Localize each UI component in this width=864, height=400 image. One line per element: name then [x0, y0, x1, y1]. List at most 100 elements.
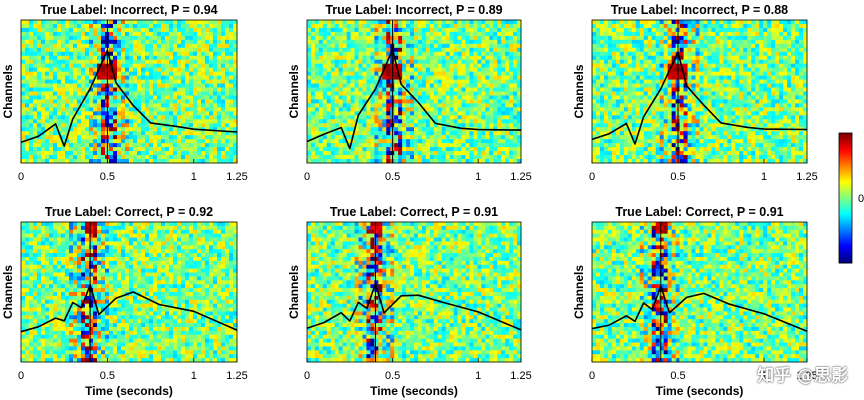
- heatmap-cell: [45, 135, 50, 140]
- heatmap-cell: [338, 151, 344, 156]
- heatmap-cell: [233, 123, 238, 128]
- heatmap-cell: [501, 71, 506, 77]
- heatmap-cell: [449, 135, 455, 140]
- heatmap-cell: [161, 43, 166, 49]
- heatmap-cell: [699, 43, 704, 49]
- heatmap-cell: [354, 159, 359, 164]
- heatmap-cell: [169, 59, 174, 65]
- heatmap-cell: [449, 55, 455, 61]
- heatmap-cell: [129, 23, 134, 29]
- heatmap-cell: [221, 135, 226, 140]
- heatmap-cell: [477, 103, 482, 108]
- heatmap-cell: [429, 127, 435, 132]
- heatmap-cell: [185, 151, 190, 156]
- heatmap-cell: [21, 23, 26, 29]
- heatmap-cell: [209, 103, 214, 108]
- heatmap-cell: [330, 20, 336, 25]
- heatmap-cell: [425, 91, 431, 96]
- heatmap-cell: [791, 47, 796, 53]
- heatmap-cell: [489, 115, 494, 120]
- heatmap-cell: [233, 27, 238, 33]
- heatmap-cell: [77, 95, 82, 100]
- heatmap-cell: [619, 20, 625, 25]
- heatmap-cell: [651, 23, 657, 29]
- heatmap-cell: [378, 59, 383, 65]
- heatmap-cell: [334, 111, 340, 116]
- heatmap-cell: [165, 127, 170, 132]
- heatmap-cell: [161, 63, 166, 69]
- heatmap-cell: [425, 51, 431, 57]
- heatmap-cell: [655, 95, 661, 100]
- heatmap-cell: [382, 127, 387, 132]
- heatmap-cell: [173, 95, 178, 100]
- heatmap-cell: [627, 95, 633, 100]
- heatmap-cell: [394, 23, 399, 29]
- heatmap-cell: [635, 20, 641, 25]
- heatmap-cell: [193, 35, 198, 41]
- heatmap-cell: [473, 155, 478, 160]
- heatmap-cell: [37, 91, 42, 96]
- heatmap-cell: [121, 35, 126, 41]
- heatmap-cell: [213, 143, 218, 148]
- heatmap-cell: [437, 87, 443, 92]
- heatmap-cell: [481, 63, 486, 69]
- heatmap-cell: [330, 103, 336, 108]
- heatmap-cell: [181, 75, 186, 80]
- heatmap-cell: [157, 151, 162, 156]
- heatmap-cell: [89, 31, 94, 37]
- heatmap-cell: [505, 71, 510, 77]
- heatmap-cell: [233, 103, 238, 108]
- heatmap-cell: [406, 159, 411, 164]
- heatmap-cell: [493, 159, 498, 164]
- heatmap-cell: [429, 79, 435, 84]
- heatmap-cell: [787, 91, 792, 96]
- heatmap-cell: [45, 111, 50, 116]
- heatmap-cell: [129, 83, 134, 88]
- heatmap-cell: [417, 59, 423, 65]
- heatmap-cell: [497, 43, 502, 49]
- heatmap-cell: [453, 43, 458, 49]
- heatmap-cell: [201, 83, 206, 88]
- heatmap-cell: [683, 95, 688, 100]
- heatmap-cell: [169, 143, 174, 148]
- heatmap-cell: [759, 31, 764, 37]
- heatmap-cell: [362, 155, 367, 160]
- heatmap-cell: [437, 71, 443, 77]
- heatmap-cell: [755, 75, 760, 80]
- heatmap-cell: [185, 87, 190, 92]
- heatmap-cell: [421, 43, 427, 49]
- heatmap-cell: [358, 31, 363, 37]
- heatmap-cell: [517, 151, 522, 156]
- heatmap-cell: [326, 83, 332, 88]
- heatmap-cell: [679, 23, 684, 29]
- heatmap-cell: [145, 59, 150, 65]
- heatmap-cell: [153, 71, 158, 77]
- heatmap-cell: [189, 107, 194, 112]
- heatmap-cell: [89, 99, 94, 104]
- heatmap-cell: [457, 63, 462, 69]
- heatmap-cell: [185, 127, 190, 132]
- heatmap-cell: [350, 147, 355, 152]
- heatmap-cell: [145, 95, 150, 100]
- heatmap-cell: [41, 151, 46, 156]
- heatmap-cell: [21, 43, 26, 49]
- heatmap-cell: [627, 55, 633, 61]
- heatmap-cell: [342, 99, 348, 104]
- heatmap-cell: [394, 111, 399, 116]
- heatmap-cell: [65, 107, 70, 112]
- heatmap-cell: [505, 95, 510, 100]
- heatmap-cell: [441, 63, 447, 69]
- heatmap-cell: [149, 43, 154, 49]
- heatmap-cell: [201, 43, 206, 49]
- heatmap-cell: [481, 20, 486, 25]
- heatmap-cell: [421, 99, 427, 104]
- heatmap-cell: [117, 99, 122, 104]
- heatmap-cell: [209, 79, 214, 84]
- heatmap-cell: [121, 127, 126, 132]
- heatmap-cell: [29, 139, 34, 144]
- heatmap-cell: [378, 139, 383, 144]
- heatmap-cell: [209, 139, 214, 144]
- heatmap-cell: [394, 107, 399, 112]
- heatmap-cell: [382, 123, 387, 128]
- heatmap-cell: [437, 143, 443, 148]
